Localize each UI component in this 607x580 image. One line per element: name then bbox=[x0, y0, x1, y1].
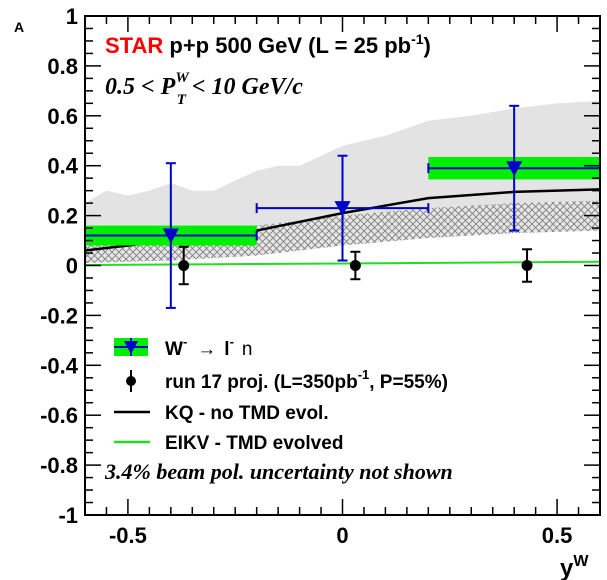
y-tick-label: 1 bbox=[66, 4, 78, 29]
legend: W- → l-n run 17 proj. (L=350pb-1, P=55%) K… bbox=[114, 334, 448, 454]
legend-entry-kq: KQ - no TMD evol. bbox=[114, 403, 329, 424]
svg-text:EIKV - TMD evolved: EIKV - TMD evolved bbox=[165, 433, 343, 454]
x-axis-title: yW bbox=[560, 553, 589, 580]
w-data-point-2 bbox=[427, 104, 601, 232]
pol-note: 3.4% beam pol. uncertainty not shown bbox=[104, 459, 453, 484]
svg-text:run 17 proj. (L=350pb-1, P=55%: run 17 proj. (L=350pb-1, P=55%) bbox=[165, 367, 448, 393]
x-tick-label: 0.5 bbox=[542, 523, 573, 548]
y-tick-label: 0.4 bbox=[47, 154, 78, 179]
x-tick-label: 0 bbox=[336, 523, 348, 548]
y-tick-label: -0.6 bbox=[40, 403, 78, 428]
run17-point-0 bbox=[178, 245, 190, 286]
y-tick-label: 0.2 bbox=[47, 204, 78, 229]
y-tick-label: -0.4 bbox=[40, 353, 79, 378]
data-points bbox=[84, 104, 601, 309]
y-tick-label: -1 bbox=[58, 503, 78, 528]
run17-point-2 bbox=[521, 248, 533, 283]
axis-ticks bbox=[84, 15, 601, 516]
y-axis-title: A bbox=[14, 19, 24, 35]
run17-point-1 bbox=[349, 250, 361, 281]
x-tick-label: -0.5 bbox=[109, 523, 147, 548]
w-data-point-1 bbox=[255, 154, 430, 262]
legend-entry-run17: run 17 proj. (L=350pb-1, P=55%) bbox=[126, 367, 448, 393]
svg-text:KQ - no TMD evol.: KQ - no TMD evol. bbox=[165, 403, 329, 424]
legend-entry-eikv: EIKV - TMD evolved bbox=[114, 433, 343, 454]
y-tick-label: -0.8 bbox=[40, 453, 78, 478]
svg-text:W-→l-n: W- → l-n bbox=[165, 334, 252, 360]
y-tick-label: 0.8 bbox=[47, 54, 78, 79]
y-tick-label: 0.6 bbox=[47, 104, 78, 129]
legend-entry-w-minus: W- → l-n bbox=[114, 334, 252, 360]
header-cut: 0.5 < PW T < 10 GeV/c bbox=[105, 70, 303, 108]
axis-tick-labels: -0.5 0 0.5 -1 -0.8 -0.6 -0.4 -0.2 0 0.2 0.4 0.6 0.8 1 bbox=[40, 4, 572, 548]
y-tick-label: -0.2 bbox=[40, 303, 78, 328]
header-experiment: STAR p+p 500 GeV (L = 25 pb-1) bbox=[105, 31, 431, 58]
y-tick-label: 0 bbox=[66, 254, 78, 279]
